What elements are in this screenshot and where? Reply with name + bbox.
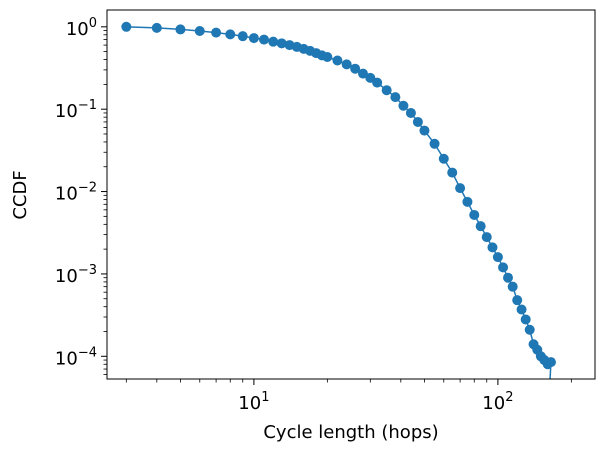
data-point	[447, 167, 458, 178]
y-tick-label: 100	[66, 16, 97, 40]
y-tick-label: 10−1	[55, 98, 97, 122]
data-point	[438, 153, 449, 164]
data-point	[412, 116, 423, 127]
y-tick-label: 10−4	[55, 345, 97, 369]
data-point	[381, 85, 392, 96]
data-point	[481, 232, 492, 243]
data-point	[475, 221, 486, 232]
data-point	[512, 295, 523, 306]
data-point	[248, 33, 259, 44]
data-point	[151, 22, 162, 33]
data-point	[455, 183, 466, 194]
data-point	[516, 304, 527, 315]
data-point	[341, 59, 352, 70]
data-point	[469, 209, 480, 220]
data-point	[524, 324, 535, 335]
data-point	[121, 21, 132, 32]
plot-content	[121, 21, 556, 379]
data-point	[276, 38, 287, 49]
y-axis-ticks: 100 10−1 10−2 10−3 10−4	[55, 16, 107, 375]
data-point	[419, 125, 430, 136]
data-point	[322, 52, 333, 62]
x-tick-label: 102	[482, 390, 513, 414]
data-point	[429, 138, 440, 149]
y-axis-title: CCDF	[10, 170, 31, 219]
x-tick-label: 101	[238, 390, 269, 414]
data-point	[268, 36, 279, 47]
x-axis-ticks: 101 102	[125, 379, 572, 414]
data-point	[332, 55, 343, 66]
data-point	[358, 68, 369, 79]
data-point	[498, 262, 509, 273]
plot-frame	[106, 9, 596, 380]
x-axis-title: Cycle length (hops)	[263, 422, 438, 443]
data-point	[237, 31, 248, 42]
data-point	[398, 100, 409, 111]
data-point	[492, 252, 503, 263]
data-point	[211, 27, 222, 38]
data-point	[503, 272, 513, 283]
data-point	[487, 242, 498, 253]
y-tick-label: 10−3	[55, 263, 97, 287]
data-point	[462, 196, 473, 207]
y-tick-label: 10−2	[55, 181, 97, 205]
data-point	[259, 34, 269, 45]
data-point	[507, 281, 518, 292]
data-point	[405, 107, 416, 118]
data-point	[175, 24, 186, 35]
data-point	[194, 25, 205, 36]
data-point	[520, 314, 531, 325]
data-point	[545, 357, 556, 368]
data-point	[225, 29, 236, 40]
data-point	[372, 77, 383, 88]
data-point	[390, 92, 401, 103]
data-point	[350, 63, 361, 74]
